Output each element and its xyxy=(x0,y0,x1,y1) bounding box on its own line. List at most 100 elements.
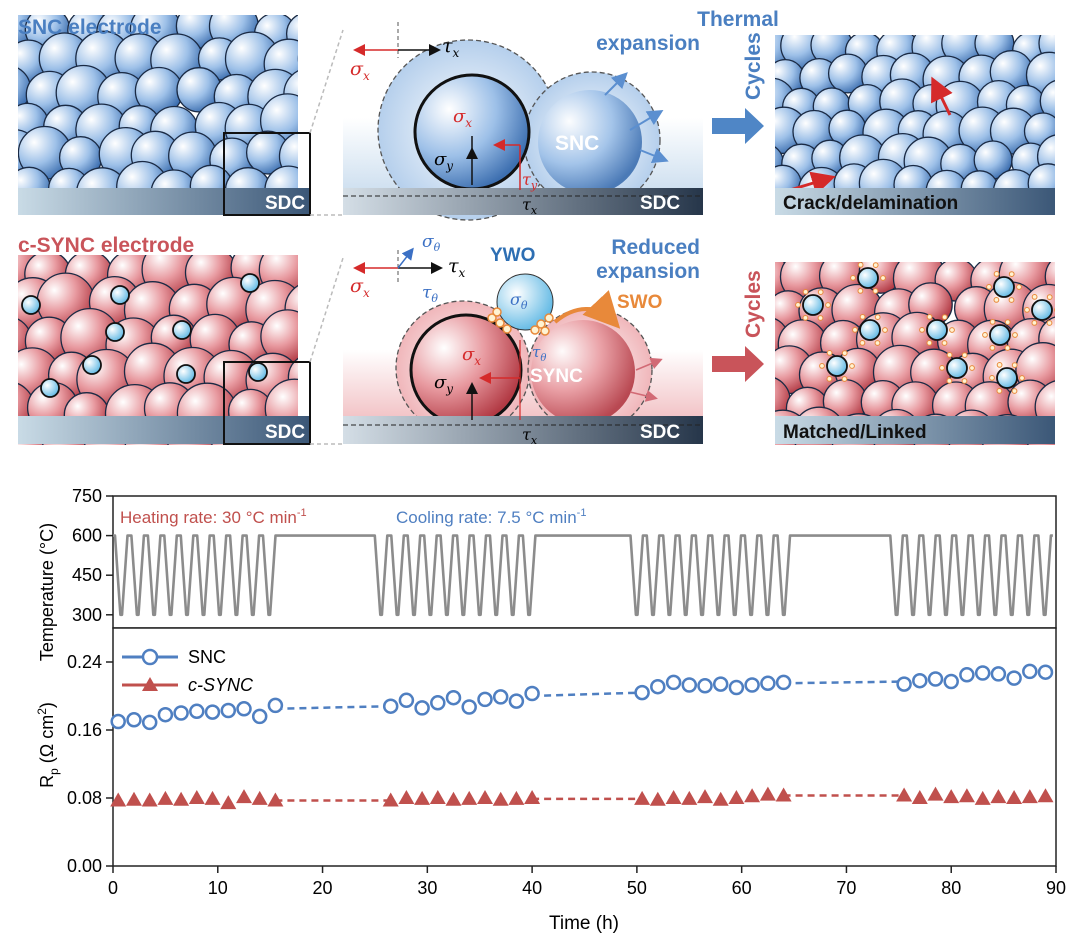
ywo-particle xyxy=(1031,299,1053,321)
c-sync-point xyxy=(697,789,713,804)
sigma-theta-symbol: σθ xyxy=(422,232,441,254)
swo-interphase-dot xyxy=(817,289,824,296)
snc-point xyxy=(382,698,399,714)
sync-zoom-panel: SYNC YWO SWO SDC σθ τθ τx σx σθ σx σy τθ… xyxy=(343,232,703,447)
swo-interphase-dot xyxy=(1031,320,1038,326)
tau-x-symbol: τx xyxy=(448,255,466,280)
tau-x-symbol: τx xyxy=(442,35,460,60)
swo-interphase-dot xyxy=(859,314,866,320)
swo-interphase-dot xyxy=(986,284,992,290)
x-tick-label: 40 xyxy=(522,878,542,898)
swo-interphase-dot xyxy=(841,376,848,382)
snc-point xyxy=(220,702,237,719)
snc-electrode-panel: SDC SNC electrode xyxy=(18,15,311,216)
snc-point xyxy=(681,677,698,693)
c-sync-point xyxy=(974,790,991,805)
c-sync-point xyxy=(634,790,651,805)
swo-interphase-dot xyxy=(1012,332,1018,338)
ywo-particle xyxy=(240,273,260,293)
c-sync-point xyxy=(236,789,252,804)
swo-interphase-dot xyxy=(1024,307,1030,313)
snc-point xyxy=(927,671,944,687)
swo-interphase-dot xyxy=(996,388,1003,394)
ywo-particle xyxy=(176,364,196,384)
snc-zoom-panel: SNC SDC τx σx σx σy τy τx Thermal expans… xyxy=(343,8,779,221)
heating-rate-annotation: Heating rate: 30 °C min-1 xyxy=(120,507,307,527)
swo-interphase-dot xyxy=(825,302,831,308)
ywo-particle xyxy=(996,367,1018,389)
rp-y-axis-label: Rp (Ω cm2) xyxy=(35,702,61,788)
snc-point xyxy=(697,678,713,694)
temperature-chart: 300 450 600 750 Heating rate: 30 °C min-1 C… xyxy=(37,486,1057,661)
x-tick-label: 30 xyxy=(417,878,437,898)
snc-point xyxy=(744,677,760,693)
tau-theta-symbol: τθ xyxy=(422,283,438,305)
ywo-particle xyxy=(857,267,879,289)
reduced-expansion-label-2: expansion xyxy=(596,260,700,283)
swo-interphase-dot xyxy=(826,376,833,382)
sync-zoom-substrate-label: SDC xyxy=(640,422,680,443)
swo-interphase-dot xyxy=(1011,388,1018,394)
c-sync-point xyxy=(1037,788,1054,803)
c-sync-point xyxy=(958,788,975,803)
snc-point xyxy=(398,692,415,709)
swo-interphase-dot xyxy=(1008,297,1015,303)
c-sync-point xyxy=(267,792,284,807)
temperature-y-tick-label: 750 xyxy=(72,486,102,506)
swo-interphase-dot xyxy=(993,271,1000,277)
swo-interphase-dot xyxy=(857,262,864,268)
snc-zoom-connector-top xyxy=(309,29,344,134)
snc-particle-label: SNC xyxy=(555,132,599,155)
x-tick-label: 80 xyxy=(941,878,961,898)
snc-point xyxy=(461,699,477,715)
swo-interphase-dots xyxy=(487,307,554,336)
temperature-y-tick-label: 300 xyxy=(72,605,102,625)
sync-zoom-box xyxy=(223,361,311,445)
swo-interphase-dot xyxy=(946,352,953,358)
x-tick-label: 90 xyxy=(1046,878,1066,898)
snc-point xyxy=(634,684,650,701)
schematic-row-snc: SDC SNC electrode SNC SDC τx σx σx xyxy=(18,8,1055,221)
snc-after-substrate xyxy=(775,188,1055,215)
swo-interphase-dot xyxy=(802,289,809,295)
ywo-particle xyxy=(496,273,554,331)
expansion-arrow xyxy=(604,72,628,96)
snc-point xyxy=(267,697,284,714)
sync-electrode-title: c-SYNC electrode xyxy=(18,234,194,257)
snc-point xyxy=(775,674,792,691)
swo-interphase-dot xyxy=(946,378,953,384)
sync-after-cycling-panel: Matched/Linked xyxy=(775,262,1055,445)
c-sync-point xyxy=(896,787,913,802)
swo-interphase-dot xyxy=(961,352,968,359)
swo-interphase-dot xyxy=(926,314,933,320)
snc-after-particles xyxy=(775,35,1055,215)
swo-interphase-dot xyxy=(969,365,975,371)
snc-point xyxy=(1006,670,1022,686)
snc-after-cycling-panel: Crack/delamination xyxy=(775,35,1055,215)
snc-cycles-label: Cycles xyxy=(742,32,765,100)
swo-interphase-dot xyxy=(882,327,888,333)
snc-point xyxy=(912,672,928,689)
swo-interphase-dot xyxy=(919,327,925,333)
snc-point xyxy=(414,700,430,716)
swo-interphase-dot xyxy=(1019,375,1025,381)
swo-interphase-dot xyxy=(859,340,866,346)
swo-interphase-dot xyxy=(802,315,809,321)
swo-interphase-dot xyxy=(874,340,881,346)
snc-point xyxy=(896,676,912,692)
temperature-y-tick-label: 450 xyxy=(72,565,102,585)
c-sync-point xyxy=(492,791,509,806)
thermal-expansion-label-2: expansion xyxy=(596,32,700,55)
snc-trend-segment xyxy=(275,704,391,710)
swo-interphase-dot xyxy=(939,365,945,371)
swo-interphase-dot xyxy=(949,327,955,333)
sync-cycles-arrow: Cycles xyxy=(712,270,765,382)
sigma-x-symbol: σx xyxy=(350,275,370,300)
sync-substrate xyxy=(18,416,310,444)
c-sync-point xyxy=(204,790,221,805)
temperature-profile-line xyxy=(113,534,1053,617)
rp-plot-frame xyxy=(112,627,1057,867)
c-sync-point xyxy=(728,790,745,804)
c-sync-point xyxy=(188,790,205,804)
rp-y-tick-label: 0.16 xyxy=(67,720,102,740)
